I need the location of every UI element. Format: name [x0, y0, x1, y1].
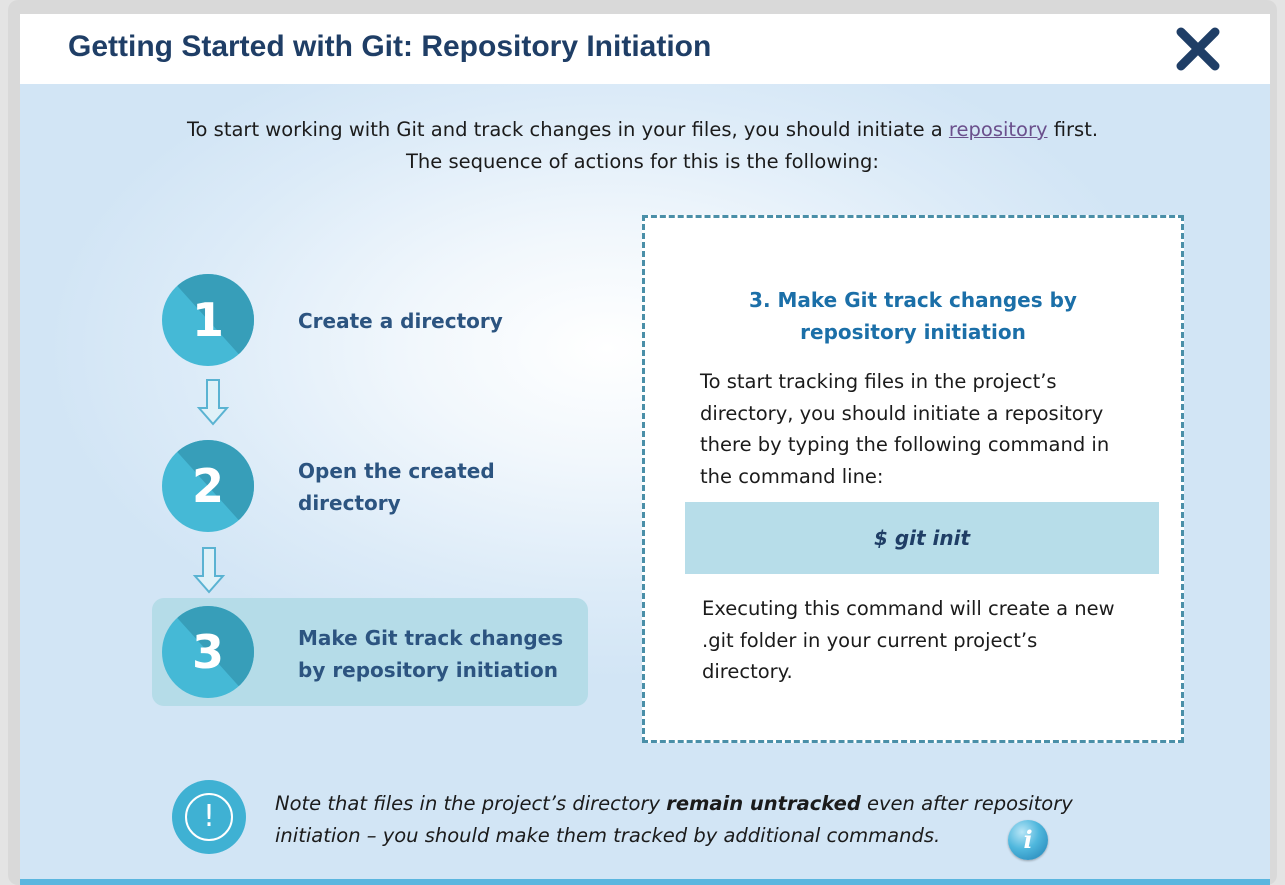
git-init-command: $ git init — [873, 526, 971, 550]
down-arrow-icon — [196, 379, 230, 426]
close-button[interactable] — [1172, 23, 1224, 75]
step-detail-panel: 3. Make Git track changes by repository … — [642, 215, 1184, 743]
slide-content: To start working with Git and track chan… — [20, 84, 1270, 885]
note-text: Note that files in the project’s directo… — [275, 788, 1155, 852]
note-text-start: Note that files in the project’s directo… — [275, 792, 667, 815]
bottom-accent-line — [20, 879, 1270, 885]
step-2-label[interactable]: Open the created directory — [298, 459, 495, 515]
note-text-mid: even after repository — [860, 792, 1073, 815]
step-2-number: 2 — [191, 459, 224, 513]
step-3-number: 3 — [191, 625, 224, 679]
intro-text-end: first. — [1047, 118, 1099, 141]
step-2-circle[interactable]: 2 — [162, 440, 254, 532]
down-arrow-icon — [192, 547, 226, 594]
info-glyph: i — [1023, 825, 1033, 854]
step-1-number: 1 — [191, 293, 224, 347]
detail-result: Executing this command will create a new… — [702, 597, 1115, 683]
detail-title: 3. Make Git track changes by repository … — [749, 288, 1077, 344]
intro-text-start: To start working with Git and track chan… — [186, 118, 949, 141]
info-icon[interactable]: i — [1008, 820, 1048, 860]
intro-line-2: The sequence of actions for this is the … — [405, 150, 879, 173]
step-3-label[interactable]: Make Git track changes by repository ini… — [298, 626, 564, 682]
close-icon — [1176, 27, 1220, 71]
step-1-label[interactable]: Create a directory — [298, 309, 503, 333]
note-emphasis: remain untracked — [666, 792, 861, 815]
step-1-circle[interactable]: 1 — [162, 274, 254, 366]
note-text-line-2: initiation – you should make them tracke… — [275, 824, 941, 847]
header-bar: Getting Started with Git: Repository Ini… — [20, 14, 1270, 84]
page-title: Getting Started with Git: Repository Ini… — [68, 30, 712, 63]
exclamation-icon: ! — [172, 780, 246, 854]
command-box: $ git init — [685, 502, 1159, 574]
detail-description: To start tracking files in the project’s… — [700, 370, 1110, 488]
step-3-circle[interactable]: 3 — [162, 606, 254, 698]
intro-line-1: To start working with Git and track chan… — [20, 114, 1265, 146]
repository-link[interactable]: repository — [948, 118, 1048, 141]
intro-text: To start working with Git and track chan… — [20, 114, 1265, 178]
